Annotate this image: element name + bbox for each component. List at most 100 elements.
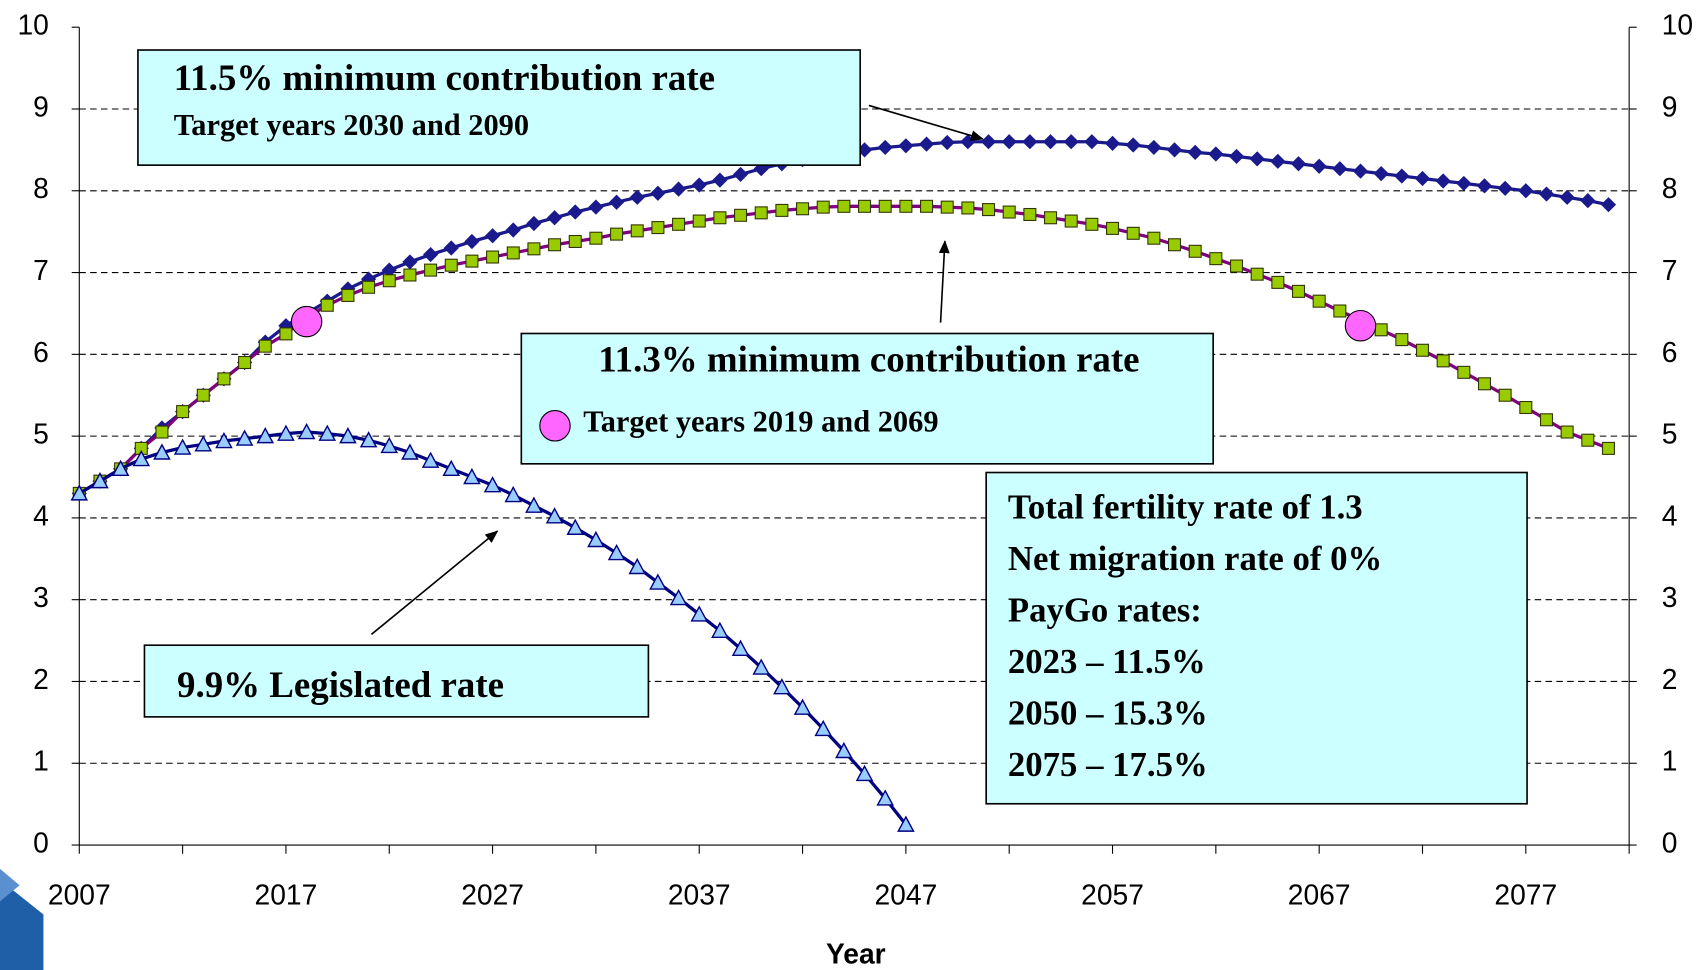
marker (277, 424, 295, 441)
marker (1498, 388, 1512, 402)
marker (1042, 134, 1059, 150)
marker (527, 242, 541, 256)
marker (629, 189, 645, 205)
x-tick-label: 2027 (461, 879, 524, 911)
y2-tick-label: 4 (1662, 499, 1678, 531)
marker (568, 234, 582, 248)
marker (217, 372, 231, 386)
marker (546, 210, 563, 226)
marker (630, 224, 644, 238)
annotation-text: 11.5% minimum contribution rate (174, 57, 715, 98)
marker (444, 258, 458, 272)
marker (362, 280, 376, 294)
marker (1084, 134, 1100, 150)
marker (588, 199, 604, 215)
marker (1126, 226, 1140, 240)
marker (814, 719, 833, 737)
marker (1312, 294, 1326, 308)
marker (341, 288, 355, 302)
marker (1085, 217, 1099, 231)
marker (734, 208, 748, 222)
marker (403, 268, 417, 282)
marker (506, 246, 520, 260)
marker (464, 233, 480, 250)
y-tick-label: 3 (33, 581, 49, 613)
marker (1414, 170, 1431, 187)
marker (545, 507, 564, 524)
marker (1395, 333, 1409, 347)
marker (712, 172, 728, 188)
y2-tick-label: 0 (1662, 826, 1678, 858)
marker (1044, 211, 1058, 225)
annotation-text: 2050 – 15.3% (1008, 693, 1208, 732)
marker (775, 203, 789, 217)
marker (1023, 207, 1037, 222)
marker (731, 639, 750, 656)
marker (1228, 148, 1245, 165)
marker (669, 588, 688, 606)
marker (1415, 343, 1430, 357)
marker (587, 530, 605, 548)
marker (238, 356, 252, 370)
marker (877, 139, 893, 156)
marker (443, 240, 459, 256)
y2-tick-label: 1 (1662, 745, 1678, 777)
marker (1271, 275, 1285, 289)
y-tick-label: 9 (33, 90, 49, 122)
marker (1166, 142, 1183, 158)
annotation-box (143, 644, 650, 718)
marker (1539, 413, 1554, 427)
marker (691, 177, 707, 193)
annotation-text: 2075 – 17.5% (1008, 745, 1208, 784)
marker (1373, 165, 1389, 182)
y-tick-label: 8 (33, 172, 49, 204)
marker (920, 199, 934, 213)
y-tick-label: 7 (33, 254, 49, 286)
marker (297, 422, 316, 440)
x-tick-label: 2037 (668, 879, 731, 911)
arrow (370, 530, 499, 635)
marker (442, 459, 461, 477)
arrow (868, 104, 984, 141)
y-tick-label: 5 (33, 418, 49, 450)
marker (1435, 173, 1451, 189)
marker (1063, 134, 1079, 150)
y-tick-label: 4 (33, 499, 49, 531)
marker (961, 201, 975, 215)
marker (176, 405, 190, 419)
marker (670, 181, 687, 197)
marker (589, 231, 603, 245)
marker (153, 443, 171, 460)
marker (1249, 151, 1265, 167)
marker (732, 166, 749, 183)
marker (1374, 323, 1388, 337)
marker (1538, 186, 1555, 202)
marker (256, 427, 275, 444)
marker (1476, 178, 1493, 194)
marker (876, 789, 894, 806)
marker (194, 435, 213, 452)
marker (1601, 441, 1615, 455)
marker (1311, 158, 1327, 174)
y-tick-label: 2 (33, 663, 49, 695)
marker (1477, 377, 1492, 391)
y2-tick-label: 8 (1662, 172, 1678, 204)
marker (1168, 238, 1182, 252)
marker (1560, 425, 1574, 439)
arrow (938, 240, 950, 323)
marker (1250, 267, 1264, 281)
marker (899, 199, 913, 213)
marker (651, 221, 665, 235)
marker (1457, 365, 1471, 379)
marker (1352, 163, 1369, 179)
marker (424, 263, 438, 277)
marker (401, 443, 419, 460)
y2-tick-label: 7 (1662, 254, 1678, 286)
y2-tick-label: 6 (1662, 336, 1678, 368)
marker (796, 202, 810, 216)
marker (980, 134, 997, 150)
marker (465, 254, 479, 268)
marker (402, 254, 418, 270)
annotation-text: Total fertility rate of 1.3 (1008, 487, 1363, 526)
